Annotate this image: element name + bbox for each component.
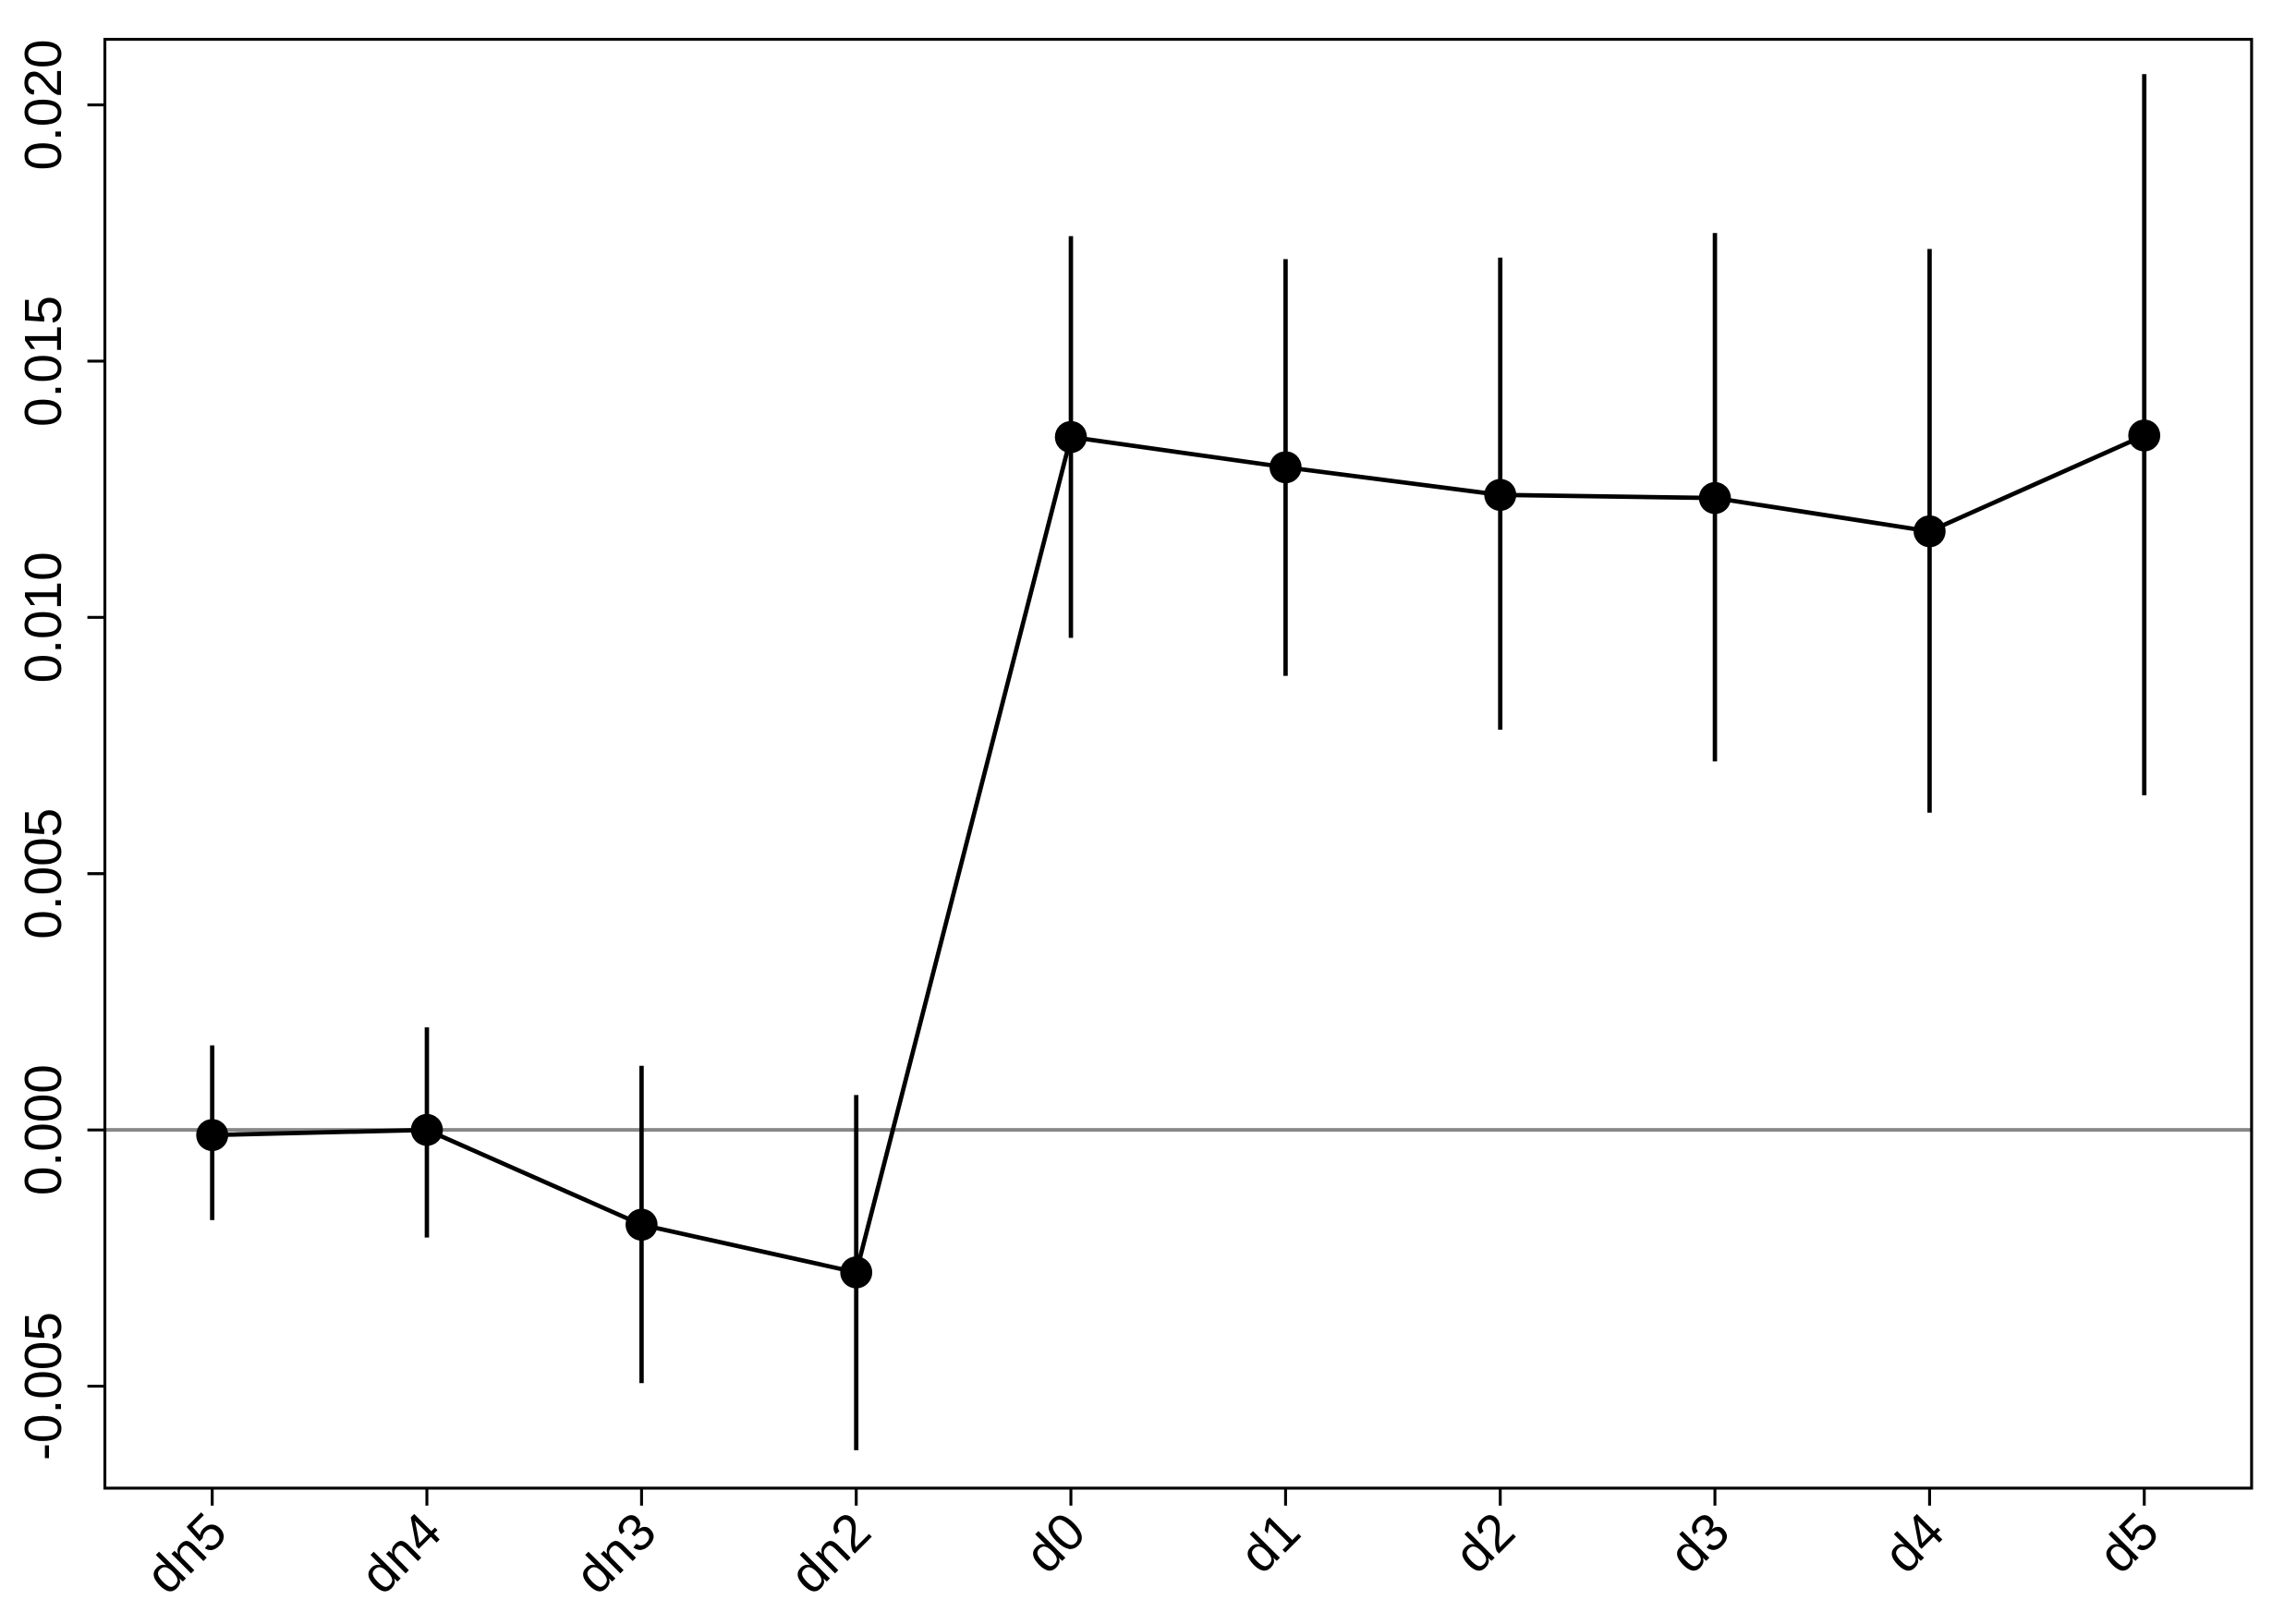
- point: [410, 1113, 443, 1146]
- x-tick-label: dn5: [135, 1502, 237, 1605]
- x-tick-label: d1: [1229, 1502, 1311, 1584]
- x-tick-label: d0: [1015, 1502, 1097, 1584]
- x-tick-label: dn4: [350, 1502, 453, 1605]
- x-tick-label: d5: [2088, 1502, 2170, 1584]
- x-tick-label: d3: [1658, 1502, 1741, 1584]
- point: [2128, 419, 2161, 452]
- plot-frame: [103, 37, 2254, 1490]
- point: [1484, 479, 1517, 512]
- point: [1914, 515, 1946, 548]
- y-tick-label: 0.015: [15, 296, 73, 427]
- y-tick-label: -0.005: [15, 1312, 73, 1460]
- x-tick-label: d4: [1873, 1502, 1955, 1584]
- y-tick-label: 0.005: [15, 808, 73, 939]
- point: [1270, 451, 1302, 484]
- y-tick-label: 0.020: [15, 40, 73, 171]
- x-tick-label: dn3: [565, 1502, 667, 1605]
- x-tick-label: dn2: [779, 1502, 881, 1605]
- point: [626, 1208, 658, 1242]
- point: [1054, 420, 1087, 454]
- y-tick-label: 0.000: [15, 1064, 73, 1195]
- y-tick-label: 0.010: [15, 551, 73, 683]
- point: [840, 1256, 873, 1289]
- series-line: [212, 433, 2145, 1276]
- point: [1698, 481, 1731, 515]
- x-tick-label: d2: [1444, 1502, 1526, 1584]
- point: [196, 1119, 229, 1152]
